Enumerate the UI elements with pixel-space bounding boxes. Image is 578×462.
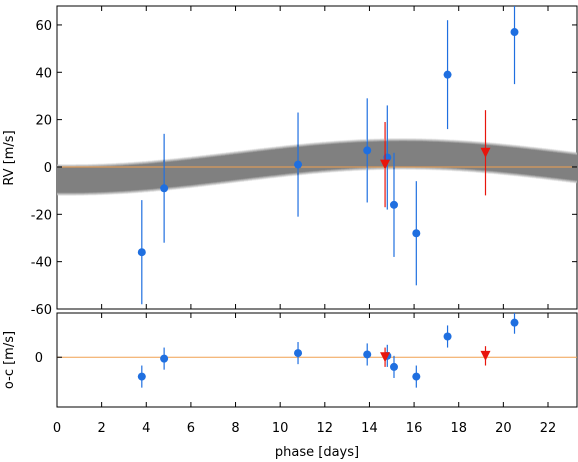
y-tick-label: -60 — [31, 303, 52, 318]
data-point — [412, 229, 421, 238]
data-point — [137, 248, 146, 257]
x-tick-label: 12 — [317, 421, 334, 436]
residual-y-ticks: 0 — [35, 351, 62, 366]
data-point — [294, 349, 303, 358]
x-tick-label: 6 — [187, 421, 195, 436]
data-point-triangle — [480, 147, 491, 158]
rv-panel: -60 -40 -20 0 20 40 60 — [31, 5, 578, 318]
x-ticks: 0 2 4 6 8 10 12 14 16 18 20 22 — [53, 6, 556, 436]
residual-data-marks — [137, 313, 519, 388]
x-tick-label: 20 — [495, 421, 512, 436]
y-tick-label: -20 — [31, 208, 52, 223]
data-point-triangle — [380, 159, 391, 170]
data-point — [160, 184, 169, 193]
x-tick-label: 2 — [97, 421, 105, 436]
data-point — [443, 70, 452, 79]
rv-y-ticks: -60 -40 -20 0 20 40 60 — [31, 19, 577, 318]
data-point — [443, 332, 452, 341]
data-point-triangle — [480, 350, 491, 361]
x-axis-label: phase [days] — [275, 445, 359, 460]
x-tick-label: 22 — [540, 421, 557, 436]
rv-y-axis-label: RV [m/s] — [2, 130, 17, 185]
y-tick-label: 20 — [35, 114, 52, 129]
residual-plot-frame — [56, 312, 578, 408]
x-tick-label: 14 — [361, 421, 378, 436]
data-point — [363, 146, 372, 155]
x-tick-label: 0 — [53, 421, 61, 436]
data-point-triangle — [380, 352, 391, 363]
rv-data-marks — [137, 6, 519, 305]
data-point — [389, 200, 398, 209]
data-point — [137, 372, 146, 381]
x-tick-label: 4 — [142, 421, 150, 436]
data-point — [294, 160, 303, 169]
residual-y-axis-label: o-c [m/s] — [2, 331, 17, 389]
residual-panel: 0 0 2 4 6 8 10 12 14 16 18 20 22 — [35, 6, 578, 436]
y-tick-label: -40 — [31, 256, 52, 271]
data-point — [389, 362, 398, 371]
data-point — [510, 28, 519, 37]
x-tick-label: 16 — [406, 421, 423, 436]
x-tick-label: 8 — [231, 421, 239, 436]
y-tick-label: 40 — [35, 66, 52, 81]
data-point — [412, 372, 421, 381]
data-point — [363, 350, 372, 359]
x-tick-label: 18 — [450, 421, 467, 436]
data-point — [160, 354, 169, 363]
y-tick-label: 0 — [35, 351, 43, 366]
y-tick-label: 60 — [35, 19, 52, 34]
y-tick-label: 0 — [44, 161, 52, 176]
data-point — [510, 318, 519, 327]
x-tick-label: 10 — [272, 421, 289, 436]
